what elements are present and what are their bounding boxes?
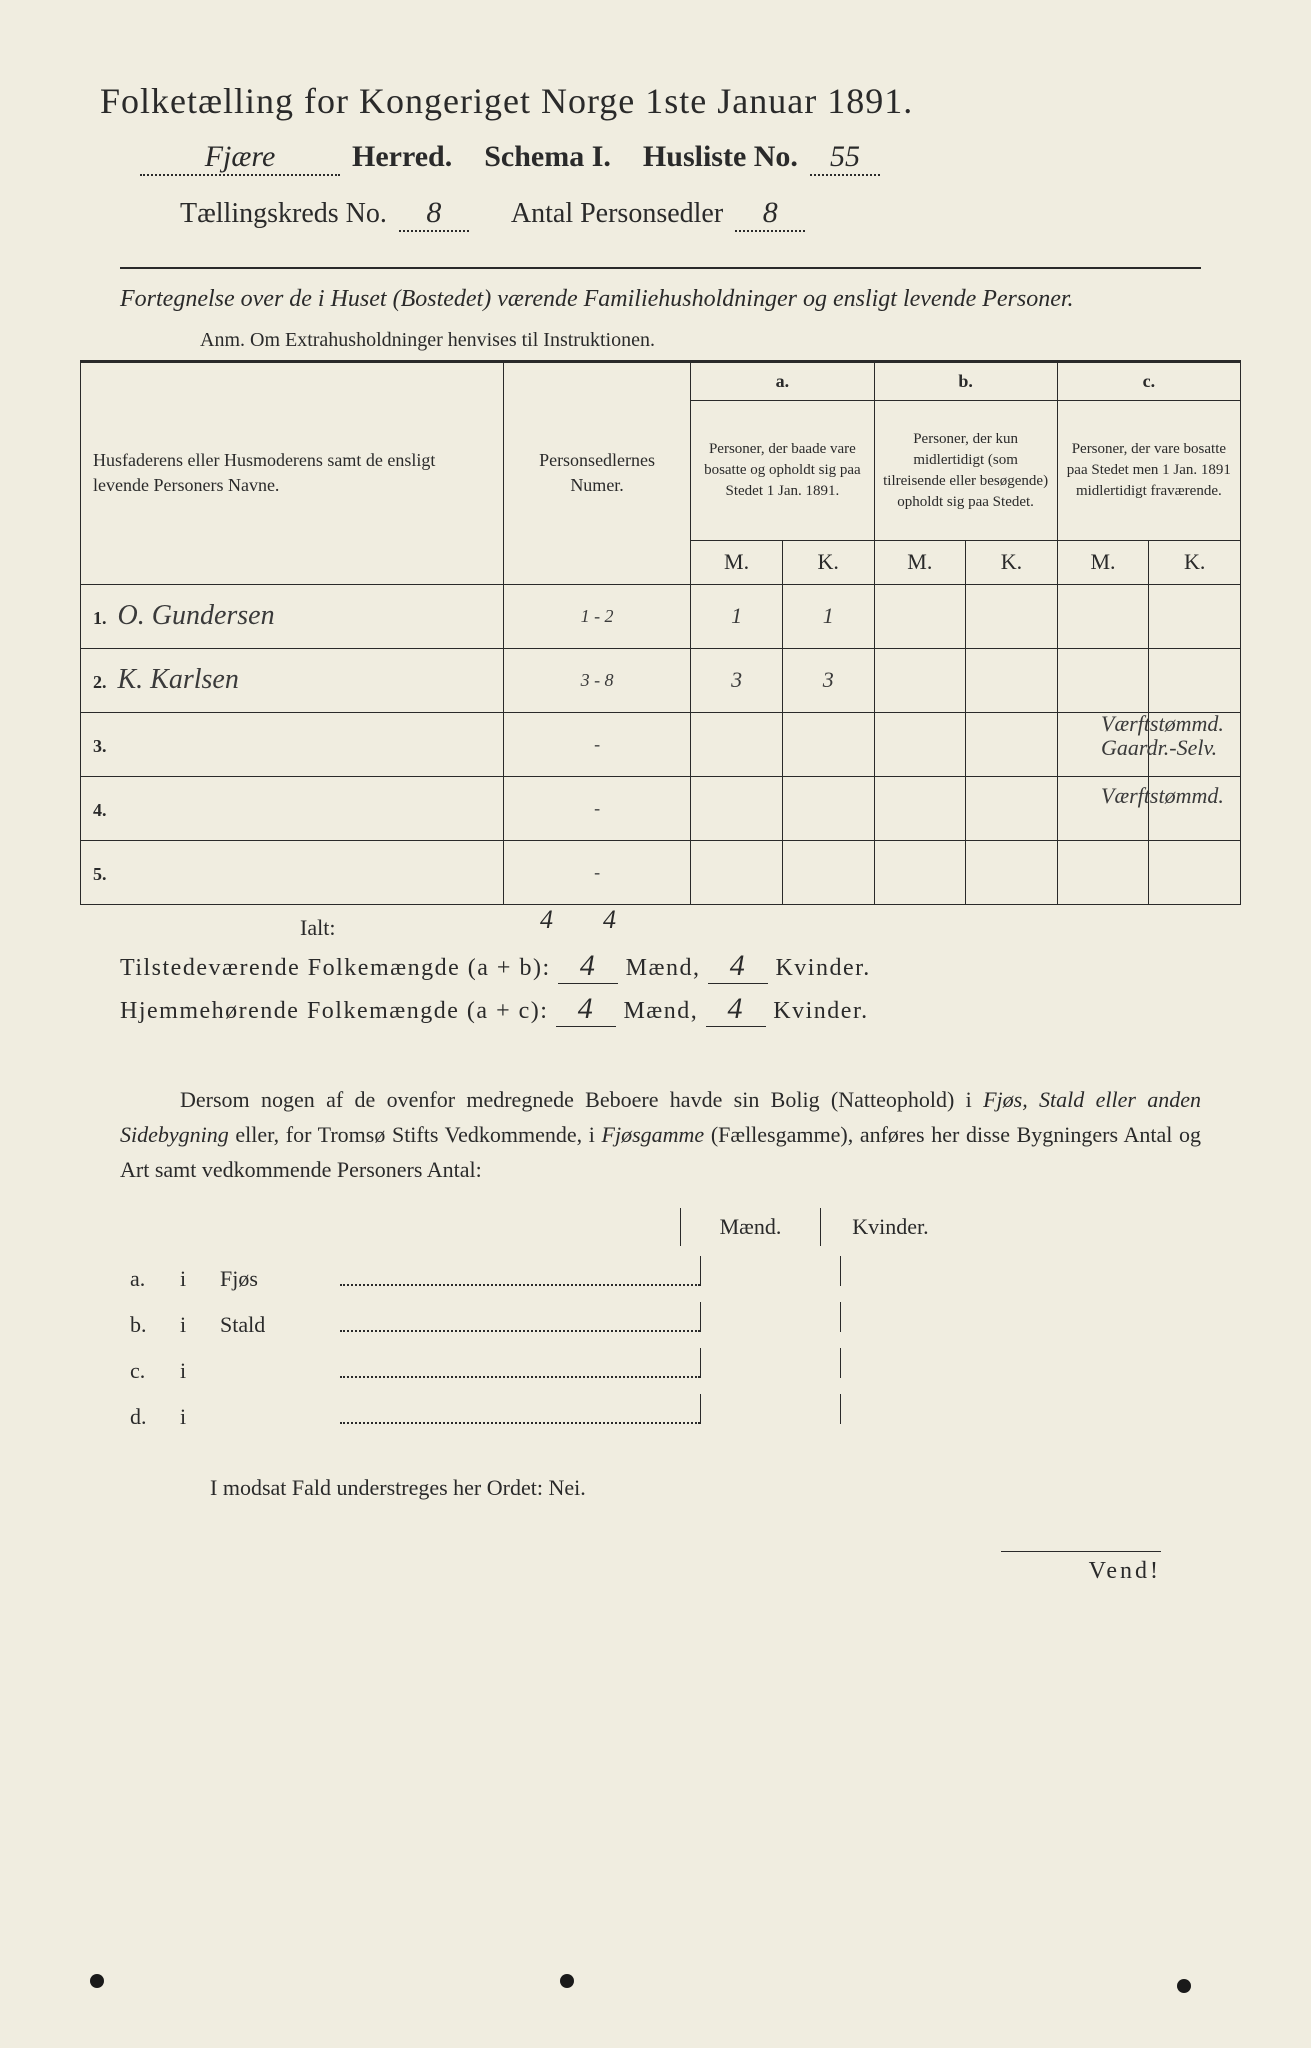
col-b-letter: b. xyxy=(874,362,1057,401)
col-a-m: M. xyxy=(691,541,783,585)
ink-dot-icon xyxy=(90,1974,104,1988)
lower-table-row: a.iFjøs xyxy=(130,1256,1191,1292)
marginal-note-1: Værftstømmd. Gaardr.-Selv. xyxy=(1101,712,1281,760)
hjemme-k: 4 xyxy=(706,992,766,1027)
herred-value: Fjære xyxy=(140,140,340,176)
hjemme-line: Hjemmehørende Folkemængde (a + c): 4 Mæn… xyxy=(80,992,1241,1027)
lower-table-row: d.i xyxy=(130,1394,1191,1430)
col-c-m: M. xyxy=(1057,541,1149,585)
col-sedler-header: Personsedlernes Numer. xyxy=(503,362,690,585)
table-row: 5. - xyxy=(81,840,1241,904)
header-line-3: Tællingskreds No. 8 Antal Personsedler 8 xyxy=(80,196,1241,232)
lower-building-table: Mænd. Kvinder. a.iFjøs b.iStald c.i d.i xyxy=(130,1208,1191,1430)
col-a-k: K. xyxy=(782,541,874,585)
col-a-desc: Personer, der baade vare bosatte og opho… xyxy=(691,401,874,541)
ialt-row: Ialt: 4 4 xyxy=(300,915,1241,941)
lower-kvinder-header: Kvinder. xyxy=(820,1208,960,1246)
col-b-m: M. xyxy=(874,541,966,585)
table-row: 1. O. Gundersen1 - 211 xyxy=(81,584,1241,648)
col-b-k: K. xyxy=(966,541,1058,585)
table-row: 3. - xyxy=(81,712,1241,776)
ialt-m: 4 xyxy=(540,905,553,935)
hjemme-m: 4 xyxy=(556,992,616,1027)
antal-value: 8 xyxy=(735,196,805,232)
vend-label: Vend! xyxy=(1001,1551,1161,1585)
anm-note: Anm. Om Extrahusholdninger henvises til … xyxy=(200,329,1201,352)
marginal-note-2: Værftstømmd. xyxy=(1101,784,1281,808)
kreds-label: Tællingskreds No. xyxy=(180,198,387,230)
lower-table-row: b.iStald xyxy=(130,1302,1191,1338)
schema-label: Schema I. xyxy=(484,140,611,174)
husliste-label: Husliste No. xyxy=(643,140,798,174)
kreds-value: 8 xyxy=(399,196,469,232)
col-a-letter: a. xyxy=(691,362,874,401)
col-names-header: Husfaderens eller Husmoderens samt de en… xyxy=(81,362,504,585)
table-row: 4. - xyxy=(81,776,1241,840)
herred-label: Herred. xyxy=(352,140,452,174)
document-title: Folketælling for Kongeriget Norge 1ste J… xyxy=(80,80,1241,122)
col-c-k: K. xyxy=(1149,541,1241,585)
antal-label: Antal Personsedler xyxy=(511,198,723,230)
main-census-table: Husfaderens eller Husmoderens samt de en… xyxy=(80,360,1241,905)
ink-dot-icon xyxy=(1177,1979,1191,1993)
husliste-value: 55 xyxy=(810,140,880,176)
modsat-line: I modsat Fald understreges her Ordet: Ne… xyxy=(210,1475,1241,1501)
tilstede-line: Tilstedeværende Folkemængde (a + b): 4 M… xyxy=(80,949,1241,984)
col-c-letter: c. xyxy=(1057,362,1240,401)
subtitle: Fortegnelse over de i Huset (Bostedet) v… xyxy=(120,267,1201,317)
col-c-desc: Personer, der vare bosatte paa Stedet me… xyxy=(1057,401,1240,541)
tilstede-m: 4 xyxy=(558,949,618,984)
lower-maend-header: Mænd. xyxy=(680,1208,820,1246)
table-row: 2. K. Karlsen3 - 833 xyxy=(81,648,1241,712)
lower-table-row: c.i xyxy=(130,1348,1191,1384)
header-line-2: Fjære Herred. Schema I. Husliste No. 55 xyxy=(80,140,1241,176)
tilstede-k: 4 xyxy=(708,949,768,984)
ink-dot-icon xyxy=(560,1974,574,1988)
col-b-desc: Personer, der kun midlertidigt (som tilr… xyxy=(874,401,1057,541)
ialt-k: 4 xyxy=(603,905,616,935)
explanatory-paragraph: Dersom nogen af de ovenfor medregnede Be… xyxy=(120,1082,1201,1188)
